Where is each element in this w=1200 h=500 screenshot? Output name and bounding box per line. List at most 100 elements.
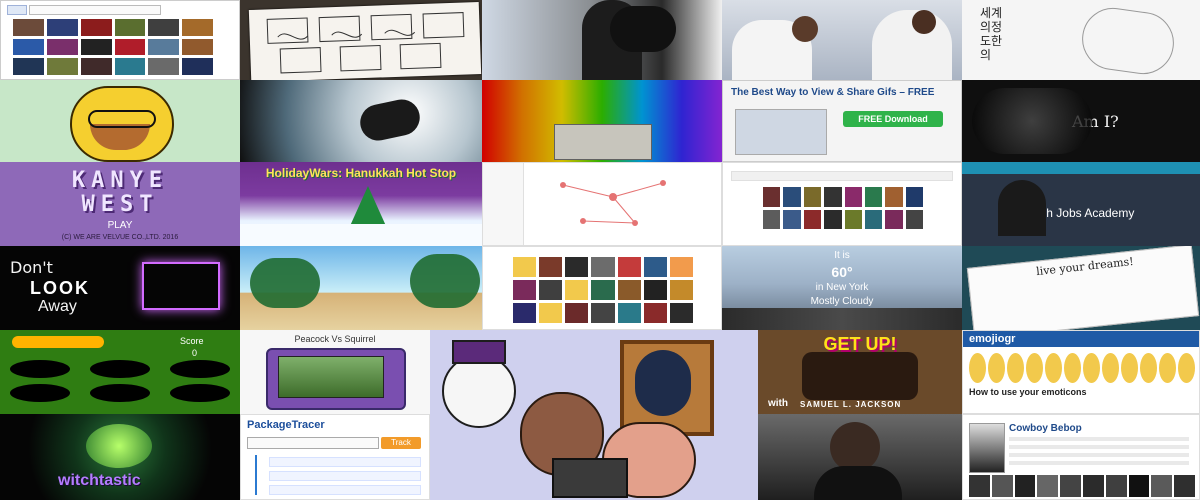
ad-title: The Best Way to View & Share Gifs – FREE [731, 87, 935, 98]
tile-weather-ny: It is 60° in New York Mostly Cloudy [722, 246, 962, 330]
hole-6[interactable] [170, 384, 230, 402]
hole-5[interactable] [90, 384, 150, 402]
tile-emoji-grid [482, 246, 722, 330]
emoji-header [963, 331, 1199, 347]
emoji-logo: emojiogr [969, 333, 1016, 345]
dla-line2: LOOK [30, 278, 90, 298]
ad-thumbnail [735, 109, 827, 155]
thumb-strip [763, 187, 923, 229]
crayon-paper [554, 124, 652, 160]
kanye-play-button[interactable]: PLAY [107, 220, 133, 231]
dla-neon-frame [142, 262, 220, 310]
ad-download-button[interactable]: FREE Download [843, 111, 943, 127]
tile-gif-download-ad: The Best Way to View & Share Gifs – FREE… [722, 80, 962, 162]
witch-orb [86, 424, 152, 468]
tile-emoji-site: emojiogr How to use your emoticons [962, 330, 1200, 414]
tile-package-tracer: PackageTracer Track [240, 414, 430, 500]
peacock-title: Peacock Vs Squirrel [294, 334, 376, 344]
sketch-paper [248, 2, 482, 80]
tja-title: Tech Jobs Academy [1027, 206, 1135, 220]
notebook-paper [966, 246, 1200, 330]
tile-portrait-bw [758, 414, 962, 500]
tile-cartoon-man [0, 80, 240, 162]
hole-2[interactable] [90, 360, 150, 378]
kanye-title-line2: WEST [81, 192, 159, 217]
skydiver [356, 96, 424, 144]
dark-swirl [972, 88, 1092, 154]
thumb-grid [13, 19, 213, 75]
hole-3[interactable] [170, 360, 230, 378]
tja-topbar [962, 162, 1200, 174]
tile-holiday-wars: HolidayWars: Hanukkah Hot Stop [240, 162, 482, 246]
tile-witchtastic: witchtastic [0, 414, 240, 500]
get-up-portrait [802, 352, 918, 400]
whack-logo [12, 336, 104, 348]
crayon-shadow [482, 80, 722, 162]
palm-right [410, 254, 480, 308]
package-row-1 [269, 457, 421, 467]
tile-tech-jobs-academy: Tech Jobs Academy [962, 162, 1200, 246]
cowboy-lines [1009, 437, 1189, 465]
network-graph [560, 180, 666, 226]
tile-big-illustration [430, 330, 758, 500]
witchtastic-logo: witchtastic [58, 472, 141, 489]
dla-line1: Don't [10, 258, 53, 277]
palm-left [250, 258, 320, 308]
holiday-title: HolidayWars: Hanukkah Hot Stop [265, 166, 457, 180]
face-left [792, 16, 818, 42]
cartoon-glasses [88, 110, 156, 128]
cowboy-title: Cowboy Bebop [1009, 423, 1082, 434]
get-up-name: SAMUEL L. JACKSON [800, 400, 902, 409]
tile-korean-calligraphy: 세계 의정 도한 의 [962, 0, 1200, 80]
face-right [912, 10, 936, 34]
tile-get-up: GET UP! with SAMUEL L. JACKSON [758, 330, 962, 414]
graph-sidebar [483, 163, 524, 245]
weather-line1: It is [834, 250, 850, 261]
holiday-snow [240, 224, 482, 246]
kanye-copyright: (C) WE ARE VELVUE CO.,LTD. 2016 [61, 234, 179, 241]
sketch-figure [1078, 3, 1178, 79]
tile-image-search-results [0, 0, 240, 80]
hole-4[interactable] [10, 384, 70, 402]
snowman-hat [452, 340, 506, 364]
tile-skydive-photo [240, 80, 482, 162]
korean-text: 세계 의정 도한 의 [980, 6, 1003, 62]
package-tracer-logo: PackageTracer [247, 419, 325, 431]
laptop [552, 458, 628, 498]
portrait-body [814, 466, 902, 500]
get-up-with: with [768, 398, 788, 409]
package-row-2 [269, 471, 421, 481]
tile-sketch [240, 0, 482, 80]
package-row-3 [269, 485, 421, 495]
portrait-figure [635, 350, 691, 416]
page-header [731, 171, 953, 181]
weather-line2: 60° [831, 264, 853, 280]
kanye-title-line1: KANYE [71, 168, 169, 193]
snowman [442, 354, 516, 428]
get-up-title: GET UP! [823, 334, 897, 354]
dla-line3: Away [38, 298, 77, 315]
hole-1[interactable] [10, 360, 70, 378]
cowboy-thumbs [969, 475, 1195, 497]
emoji-icons [969, 353, 1195, 383]
search-logo [7, 5, 27, 15]
package-search[interactable] [247, 437, 379, 449]
weather-line3: in New York [815, 282, 869, 293]
tile-live-your-dreams: live your dreams! [962, 246, 1200, 330]
tja-person [998, 180, 1046, 236]
tile-cowboy-bebop: Cowboy Bebop [962, 414, 1200, 500]
package-timeline [255, 455, 257, 495]
tile-image-page [722, 162, 962, 246]
tv-screen [278, 356, 384, 398]
package-track-button[interactable]: Track [381, 437, 421, 449]
sketch-drawing [266, 12, 465, 74]
cowboy-poster [969, 423, 1005, 473]
tile-am-i-dark: Am I? [962, 80, 1200, 162]
portrait-head [830, 422, 880, 472]
tile-dont-look-away: Don't LOOK Away [0, 246, 240, 330]
holiday-tree [350, 186, 386, 226]
person-hair [610, 6, 676, 52]
search-bar [29, 5, 161, 15]
tile-civic-graph [482, 162, 722, 246]
